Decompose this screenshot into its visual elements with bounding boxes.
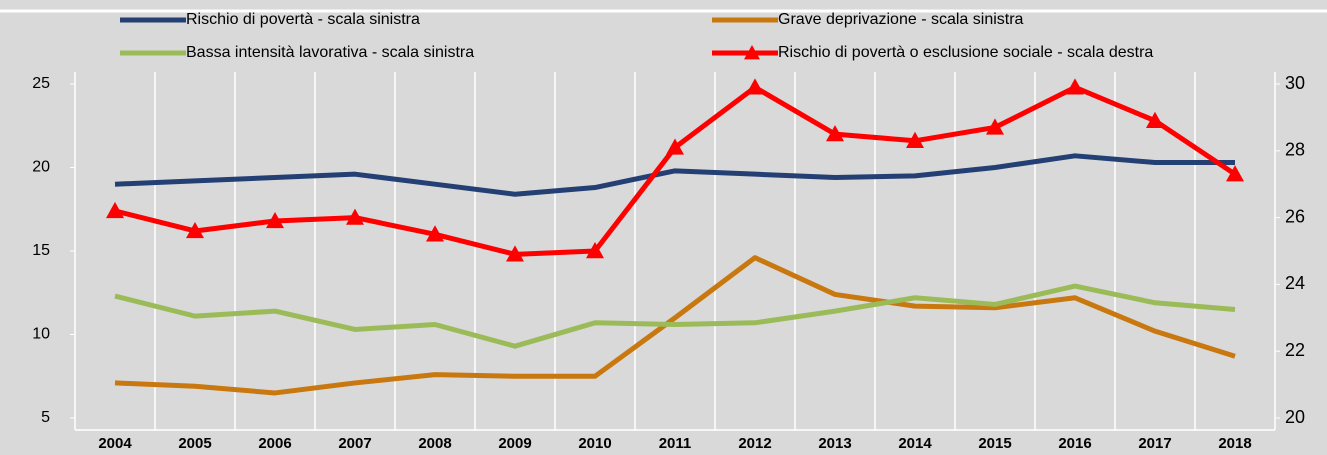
y2-tick-label: 30 <box>1285 73 1305 93</box>
plot-area <box>75 72 1275 430</box>
x-tick-label: 2015 <box>978 435 1011 452</box>
y-tick-label: 15 <box>32 242 50 259</box>
marker <box>906 131 924 148</box>
y2-tick-label: 24 <box>1285 273 1305 293</box>
marker <box>266 211 284 229</box>
y-tick-label: 5 <box>41 409 50 426</box>
marker <box>346 208 364 225</box>
x-tick-label: 2004 <box>98 435 132 452</box>
legend-marker <box>744 45 760 60</box>
x-tick-label: 2007 <box>338 435 371 452</box>
y-tick-label: 20 <box>32 159 50 176</box>
marker <box>826 125 844 142</box>
legend-label: Bassa intensità lavorativa - scala sinis… <box>186 44 474 61</box>
x-tick-label: 2006 <box>258 435 291 452</box>
legend-label: Grave deprivazione - scala sinistra <box>778 11 1024 28</box>
x-tick-label: 2005 <box>178 435 211 452</box>
y-tick-label: 25 <box>32 75 50 92</box>
series-line <box>114 153 1235 197</box>
marker <box>1146 111 1164 128</box>
y2-tick-label: 20 <box>1285 407 1305 427</box>
y2-tick-label: 28 <box>1285 140 1305 160</box>
x-tick-label: 2011 <box>659 435 692 452</box>
y2-tick-label: 26 <box>1285 206 1305 226</box>
y2-tick-label: 22 <box>1285 340 1305 360</box>
marker <box>426 225 444 242</box>
x-tick-label: 2016 <box>1058 435 1091 452</box>
series-line <box>114 255 1236 396</box>
marker <box>586 242 604 259</box>
x-tick-label: 2014 <box>898 435 932 452</box>
marker <box>746 78 764 95</box>
marker <box>986 118 1004 135</box>
x-tick-label: 2017 <box>1138 435 1171 452</box>
legend-label: Rischio di povertà - scala sinistra <box>186 11 420 28</box>
y-tick-label: 10 <box>32 326 50 343</box>
x-tick-label: 2013 <box>818 435 851 452</box>
x-tick-label: 2010 <box>578 435 611 452</box>
legend-label: Rischio di povertà o esclusione sociale … <box>778 44 1153 61</box>
x-tick-label: 2012 <box>738 435 771 452</box>
x-tick-label: 2018 <box>1218 435 1251 452</box>
x-tick-label: 2009 <box>498 435 531 452</box>
series-line <box>114 283 1236 349</box>
marker <box>1226 165 1244 182</box>
marker <box>1066 78 1084 95</box>
x-tick-label: 2008 <box>418 435 451 452</box>
marker <box>106 201 124 219</box>
marker <box>506 245 524 262</box>
marker <box>186 221 204 239</box>
marker <box>666 138 684 155</box>
